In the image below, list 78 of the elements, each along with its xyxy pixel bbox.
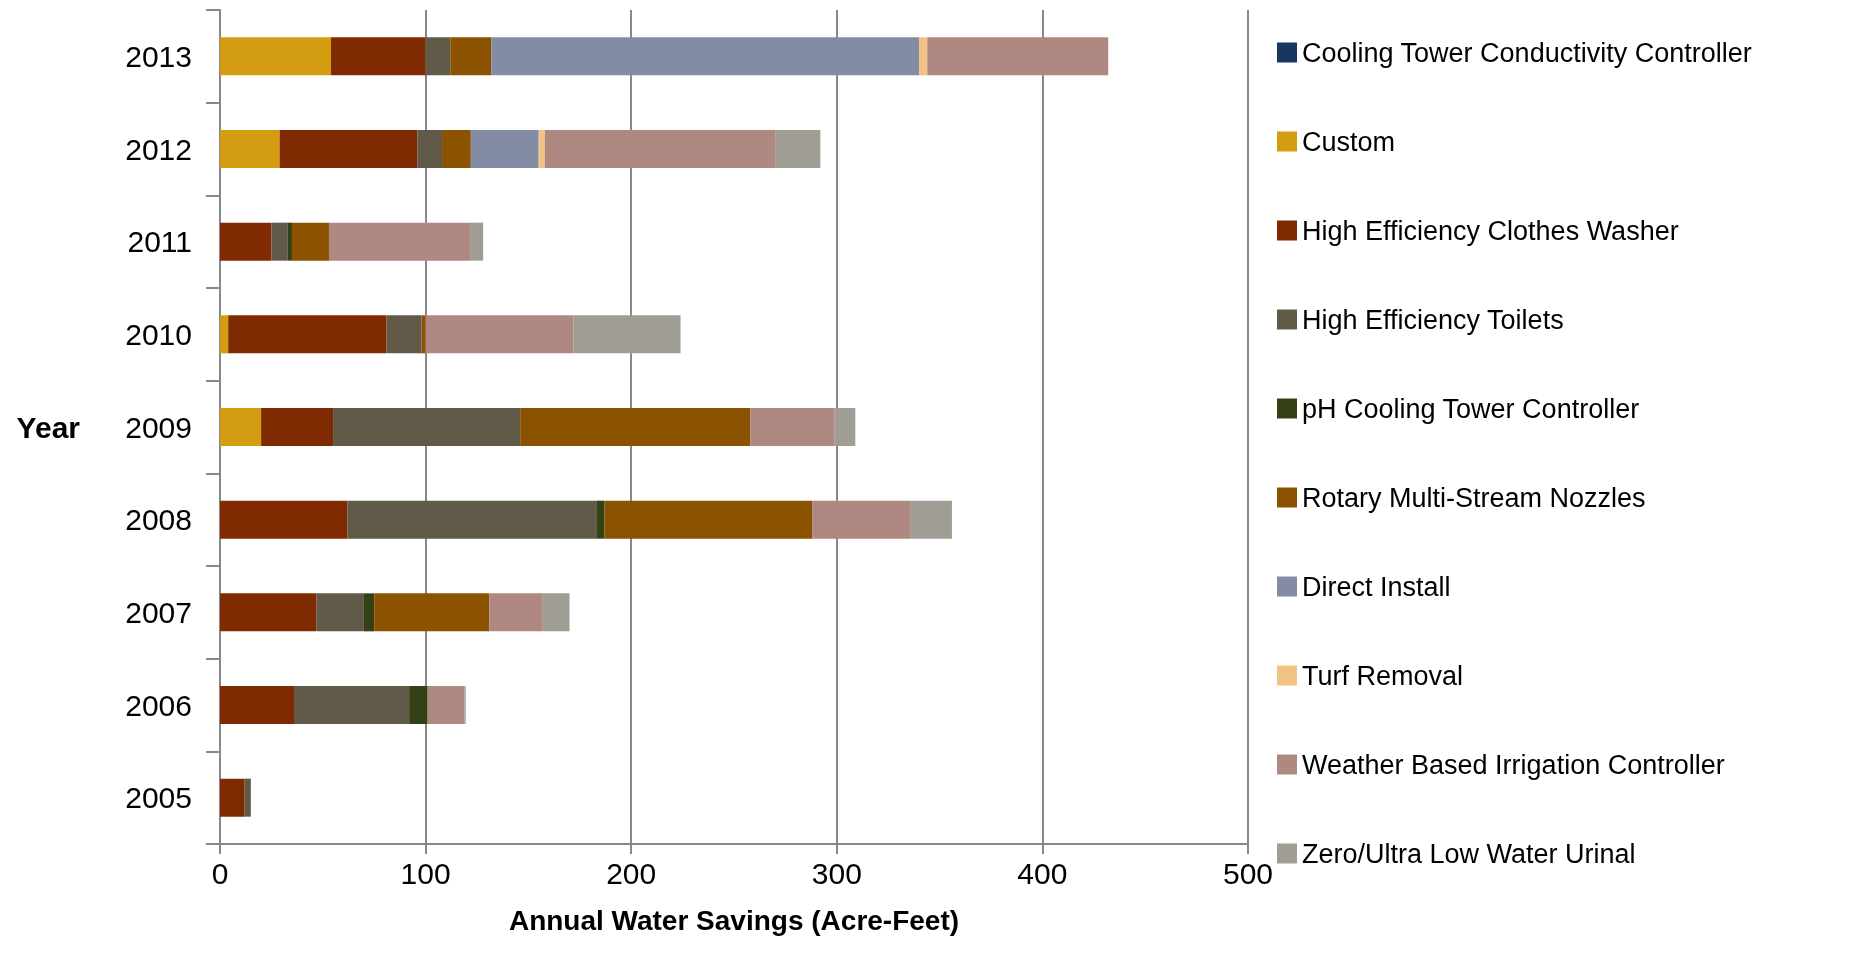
- bar: [489, 593, 543, 632]
- bar: [596, 500, 605, 539]
- bar: [427, 686, 465, 724]
- bar: [363, 593, 375, 632]
- x-tick-label: 200: [606, 856, 657, 890]
- y-tick-label: 2008: [125, 503, 192, 537]
- bar: [421, 315, 426, 354]
- bar: [417, 130, 443, 168]
- bar: [333, 408, 521, 446]
- x-tick-label: 100: [400, 856, 451, 890]
- bar: [542, 593, 570, 632]
- bar: [812, 500, 911, 539]
- bar: [775, 130, 821, 168]
- legend-label: Turf Removal: [1302, 660, 1464, 691]
- y-tick-label: 2009: [125, 410, 192, 444]
- bar: [604, 500, 813, 539]
- bar: [287, 222, 292, 261]
- bar: [228, 315, 387, 354]
- x-tick-label: 300: [811, 856, 862, 890]
- bar: [244, 778, 251, 817]
- y-tick-label: 2006: [125, 688, 192, 722]
- x-tick-label: 500: [1222, 856, 1274, 890]
- bar: [538, 130, 545, 168]
- y-tick-label: 2013: [125, 39, 192, 73]
- x-tick-label: 400: [1017, 856, 1068, 890]
- bar: [573, 315, 681, 354]
- bar: [220, 222, 272, 261]
- bar: [328, 222, 471, 261]
- bar: [316, 593, 364, 632]
- bar: [544, 130, 776, 168]
- bar: [347, 500, 597, 539]
- bar: [919, 37, 928, 76]
- bar: [261, 408, 334, 446]
- legend-label: Custom: [1302, 126, 1396, 157]
- bar: [470, 130, 539, 168]
- bar: [220, 315, 229, 354]
- bar: [425, 315, 574, 354]
- legend-label: Weather Based Irrigation Controller: [1302, 749, 1725, 780]
- bar: [927, 37, 1109, 76]
- y-tick-label: 2005: [125, 781, 192, 815]
- bar: [450, 37, 492, 76]
- legend-label: High Efficiency Clothes Washer: [1302, 215, 1679, 246]
- bar: [374, 593, 490, 632]
- legend-label: Direct Install: [1302, 571, 1451, 602]
- bar: [294, 686, 410, 724]
- bar: [331, 37, 426, 76]
- y-tick-label: 2012: [125, 132, 192, 166]
- legend-label: Cooling Tower Conductivity Controller: [1302, 37, 1752, 68]
- bar: [220, 500, 348, 539]
- bar: [220, 778, 245, 817]
- bar: [425, 37, 451, 76]
- y-tick-label: 2010: [125, 317, 192, 351]
- bar: [271, 222, 288, 261]
- bar: [220, 686, 295, 724]
- bar: [442, 130, 471, 168]
- bar: [220, 37, 332, 76]
- legend-label: High Efficiency Toilets: [1302, 304, 1564, 335]
- y-axis-title: Year: [16, 410, 81, 444]
- bar: [834, 408, 856, 446]
- legend-label: Rotary Multi-Stream Nozzles: [1302, 482, 1646, 513]
- bar: [220, 408, 262, 446]
- y-tick-label: 2011: [127, 225, 192, 259]
- bar: [910, 500, 952, 539]
- x-axis-title: Annual Water Savings (Acre-Feet): [508, 904, 960, 936]
- bar: [220, 593, 317, 632]
- x-tick-label: 0: [211, 856, 229, 890]
- bar: [409, 686, 428, 724]
- legend-label: Zero/Ultra Low Water Urinal: [1302, 838, 1636, 869]
- bar: [520, 408, 751, 446]
- bar: [491, 37, 920, 76]
- y-tick-label: 2007: [125, 595, 192, 629]
- bar: [291, 222, 329, 261]
- bar: [750, 408, 835, 446]
- bar: [220, 130, 280, 168]
- bar: [279, 130, 418, 168]
- legend-label: pH Cooling Tower Controller: [1302, 393, 1640, 424]
- bar: [470, 222, 484, 261]
- bar: [386, 315, 422, 354]
